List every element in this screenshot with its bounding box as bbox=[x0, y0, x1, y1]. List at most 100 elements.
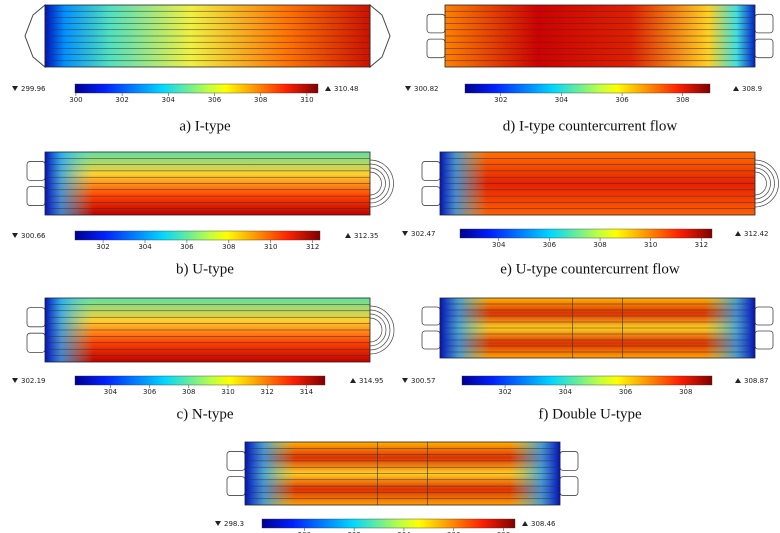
colorbar-tick-label: 308 bbox=[254, 96, 267, 104]
header bbox=[426, 13, 446, 34]
header bbox=[559, 451, 579, 471]
colorbar-tick-label: 306 bbox=[143, 388, 157, 396]
colorbar-tick-label: 304 bbox=[559, 388, 573, 396]
caption: d) I-type countercurrent flow bbox=[503, 118, 678, 134]
header bbox=[754, 306, 774, 326]
header bbox=[226, 476, 246, 496]
header bbox=[26, 307, 46, 328]
colorbar-tick-label: 300 bbox=[298, 531, 311, 533]
heat-map-border bbox=[439, 297, 756, 359]
colorbar-tick-label: 312 bbox=[695, 241, 708, 249]
header bbox=[421, 186, 441, 206]
colorbar-tick-label: 304 bbox=[162, 96, 176, 104]
max-value: 312.35 bbox=[354, 232, 379, 240]
header bbox=[426, 38, 446, 59]
min-marker bbox=[405, 86, 411, 91]
u-bend bbox=[754, 167, 771, 200]
max-marker bbox=[735, 231, 741, 236]
u-bend bbox=[369, 313, 387, 347]
heat-map-border bbox=[44, 4, 371, 68]
header bbox=[226, 451, 246, 471]
caption: c) N-type bbox=[176, 406, 233, 422]
max-value: 312.42 bbox=[744, 230, 769, 238]
header bbox=[754, 38, 774, 59]
colorbar-tick-label: 306 bbox=[619, 388, 633, 396]
u-bend bbox=[754, 159, 779, 208]
header bbox=[421, 330, 441, 350]
colorbar-tick-label: 304 bbox=[492, 241, 506, 249]
min-marker bbox=[12, 378, 18, 383]
colorbar bbox=[261, 518, 516, 529]
heat-map-border bbox=[44, 151, 371, 216]
min-value: 298.3 bbox=[224, 520, 244, 528]
colorbar-tick-label: 306 bbox=[543, 241, 557, 249]
header bbox=[26, 186, 46, 206]
colorbar-tick-label: 308 bbox=[497, 531, 510, 533]
max-value: 310.48 bbox=[334, 85, 359, 93]
max-marker bbox=[345, 233, 351, 238]
max-marker bbox=[325, 86, 331, 91]
u-bend bbox=[754, 163, 775, 204]
header bbox=[369, 3, 391, 69]
colorbar-tick-label: 306 bbox=[615, 96, 629, 104]
colorbar-tick-label: 304 bbox=[138, 243, 152, 251]
u-bend bbox=[754, 171, 767, 196]
colorbar bbox=[464, 83, 711, 94]
colorbar-tick-label: 310 bbox=[300, 96, 313, 104]
min-marker bbox=[12, 86, 18, 91]
colorbar-tick-label: 302 bbox=[498, 388, 511, 396]
max-value: 314.95 bbox=[359, 377, 384, 385]
colorbar-tick-label: 306 bbox=[208, 96, 222, 104]
colorbar-tick-label: 308 bbox=[676, 96, 689, 104]
u-bend bbox=[369, 309, 391, 351]
header bbox=[421, 161, 441, 181]
min-marker bbox=[402, 231, 408, 236]
caption: f) Double U-type bbox=[538, 406, 642, 422]
colorbar-tick-label: 312 bbox=[306, 243, 319, 251]
heat-map-border bbox=[44, 297, 371, 363]
colorbar-tick-label: 312 bbox=[261, 388, 274, 396]
colorbar-tick-label: 302 bbox=[494, 96, 507, 104]
u-bend bbox=[369, 167, 386, 200]
caption: a) I-type bbox=[179, 118, 231, 134]
colorbar bbox=[74, 83, 319, 94]
colorbar-tick-label: 304 bbox=[555, 96, 569, 104]
colorbar-tick-label: 310 bbox=[221, 388, 234, 396]
max-marker bbox=[735, 378, 741, 383]
header bbox=[24, 3, 46, 69]
min-value: 299.96 bbox=[21, 85, 46, 93]
colorbar-tick-label: 310 bbox=[264, 243, 277, 251]
colorbar-tick-label: 308 bbox=[593, 241, 606, 249]
u-bend bbox=[369, 163, 390, 204]
header bbox=[26, 332, 46, 353]
min-marker bbox=[402, 378, 408, 383]
min-value: 302.47 bbox=[411, 230, 436, 238]
colorbar-tick-label: 308 bbox=[222, 243, 235, 251]
colorbar-tick-label: 302 bbox=[115, 96, 128, 104]
colorbar-tick-label: 310 bbox=[644, 241, 657, 249]
colorbar-tick-label: 306 bbox=[180, 243, 194, 251]
header bbox=[754, 330, 774, 350]
colorbar-tick-label: 308 bbox=[679, 388, 692, 396]
caption: b) U-type bbox=[176, 261, 234, 277]
max-value: 308.9 bbox=[742, 85, 762, 93]
min-value: 300.57 bbox=[411, 377, 436, 385]
max-value: 308.46 bbox=[531, 520, 556, 528]
heat-map-border bbox=[439, 151, 756, 216]
max-marker bbox=[350, 378, 356, 383]
colorbar bbox=[74, 375, 326, 386]
min-value: 300.82 bbox=[414, 85, 439, 93]
heat-map-border bbox=[244, 441, 561, 506]
colorbar bbox=[459, 228, 713, 239]
heat-map-border bbox=[444, 4, 756, 68]
colorbar bbox=[74, 230, 321, 241]
colorbar-tick-label: 302 bbox=[347, 531, 360, 533]
min-value: 302.19 bbox=[21, 377, 46, 385]
u-bend bbox=[369, 305, 395, 355]
u-bend bbox=[369, 171, 382, 196]
header bbox=[754, 13, 774, 34]
header bbox=[421, 306, 441, 326]
min-value: 300.66 bbox=[21, 232, 46, 240]
